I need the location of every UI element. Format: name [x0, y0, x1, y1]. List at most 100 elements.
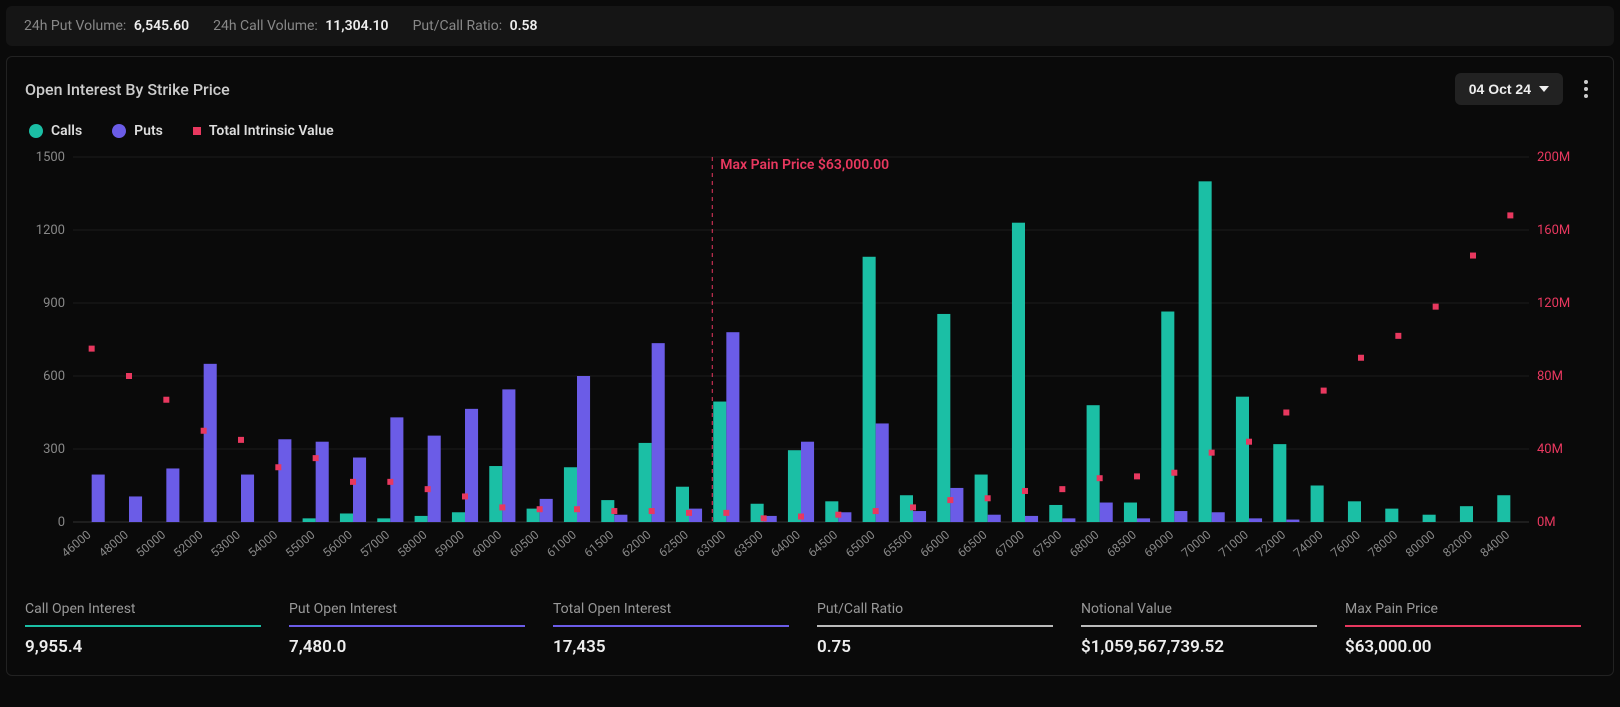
point-tiv[interactable]	[761, 515, 767, 521]
bar-puts[interactable]	[92, 475, 105, 522]
bar-puts[interactable]	[1062, 518, 1075, 522]
bar-puts[interactable]	[913, 511, 926, 522]
point-tiv[interactable]	[723, 510, 729, 516]
legend-puts[interactable]: Puts	[112, 123, 163, 139]
bar-calls[interactable]	[1087, 405, 1100, 522]
bar-calls[interactable]	[489, 466, 502, 522]
bar-calls[interactable]	[1161, 312, 1174, 522]
bar-calls[interactable]	[713, 402, 726, 522]
bar-calls[interactable]	[1460, 506, 1473, 522]
bar-calls[interactable]	[1199, 181, 1212, 522]
bar-puts[interactable]	[726, 332, 739, 522]
bar-puts[interactable]	[241, 475, 254, 522]
point-tiv[interactable]	[1134, 473, 1140, 479]
bar-puts[interactable]	[428, 436, 441, 522]
bar-puts[interactable]	[316, 442, 329, 522]
bar-calls[interactable]	[452, 512, 465, 522]
bar-calls[interactable]	[303, 518, 316, 522]
bar-calls[interactable]	[377, 518, 390, 522]
bar-puts[interactable]	[876, 423, 889, 522]
point-tiv[interactable]	[1283, 410, 1289, 416]
point-tiv[interactable]	[835, 512, 841, 518]
bar-puts[interactable]	[1249, 518, 1262, 522]
bar-puts[interactable]	[465, 409, 478, 522]
point-tiv[interactable]	[1470, 253, 1476, 259]
bar-puts[interactable]	[1137, 518, 1150, 522]
bar-puts[interactable]	[1212, 512, 1225, 522]
bar-calls[interactable]	[937, 314, 950, 522]
point-tiv[interactable]	[1395, 333, 1401, 339]
bar-puts[interactable]	[577, 376, 590, 522]
bar-puts[interactable]	[1286, 520, 1299, 522]
bar-calls[interactable]	[1348, 501, 1361, 522]
legend-calls[interactable]: Calls	[29, 123, 82, 139]
bar-puts[interactable]	[204, 364, 217, 522]
bar-puts[interactable]	[614, 515, 627, 522]
bar-calls[interactable]	[863, 257, 876, 522]
bar-calls[interactable]	[1385, 509, 1398, 522]
point-tiv[interactable]	[238, 437, 244, 443]
bar-puts[interactable]	[988, 515, 1001, 522]
point-tiv[interactable]	[574, 506, 580, 512]
bar-calls[interactable]	[825, 501, 838, 522]
bar-calls[interactable]	[415, 516, 428, 522]
point-tiv[interactable]	[163, 397, 169, 403]
kebab-menu-icon[interactable]	[1577, 77, 1595, 101]
point-tiv[interactable]	[1507, 212, 1513, 218]
date-selector-button[interactable]: 04 Oct 24	[1455, 73, 1563, 105]
bar-puts[interactable]	[1100, 503, 1113, 522]
bar-puts[interactable]	[129, 496, 142, 522]
point-tiv[interactable]	[649, 508, 655, 514]
bar-calls[interactable]	[1423, 515, 1436, 522]
point-tiv[interactable]	[462, 493, 468, 499]
bar-puts[interactable]	[353, 458, 366, 522]
bar-calls[interactable]	[788, 450, 801, 522]
point-tiv[interactable]	[537, 506, 543, 512]
bar-puts[interactable]	[1025, 516, 1038, 522]
point-tiv[interactable]	[89, 346, 95, 352]
bar-calls[interactable]	[1049, 505, 1062, 522]
legend-tiv[interactable]: Total Intrinsic Value	[193, 123, 334, 139]
bar-puts[interactable]	[278, 439, 291, 522]
point-tiv[interactable]	[1059, 486, 1065, 492]
point-tiv[interactable]	[1433, 304, 1439, 310]
point-tiv[interactable]	[201, 428, 207, 434]
point-tiv[interactable]	[910, 504, 916, 510]
point-tiv[interactable]	[1022, 488, 1028, 494]
bar-calls[interactable]	[1497, 495, 1510, 522]
point-tiv[interactable]	[985, 495, 991, 501]
bar-puts[interactable]	[502, 389, 515, 522]
point-tiv[interactable]	[313, 455, 319, 461]
bar-calls[interactable]	[1124, 503, 1137, 522]
bar-calls[interactable]	[564, 467, 577, 522]
bar-puts[interactable]	[950, 488, 963, 522]
point-tiv[interactable]	[1171, 470, 1177, 476]
point-tiv[interactable]	[1321, 388, 1327, 394]
point-tiv[interactable]	[686, 510, 692, 516]
bar-puts[interactable]	[652, 343, 665, 522]
bar-puts[interactable]	[1174, 511, 1187, 522]
bar-calls[interactable]	[340, 513, 353, 522]
point-tiv[interactable]	[350, 479, 356, 485]
bar-calls[interactable]	[1236, 397, 1249, 522]
point-tiv[interactable]	[873, 508, 879, 514]
point-tiv[interactable]	[1097, 475, 1103, 481]
point-tiv[interactable]	[947, 497, 953, 503]
point-tiv[interactable]	[1209, 450, 1215, 456]
bar-calls[interactable]	[1311, 486, 1324, 523]
point-tiv[interactable]	[499, 504, 505, 510]
bar-calls[interactable]	[676, 487, 689, 522]
point-tiv[interactable]	[798, 514, 804, 520]
bar-puts[interactable]	[390, 417, 403, 522]
point-tiv[interactable]	[1246, 439, 1252, 445]
point-tiv[interactable]	[126, 373, 132, 379]
bar-puts[interactable]	[801, 442, 814, 522]
bar-puts[interactable]	[166, 468, 179, 522]
point-tiv[interactable]	[1358, 355, 1364, 361]
point-tiv[interactable]	[611, 508, 617, 514]
bar-calls[interactable]	[1012, 223, 1025, 522]
point-tiv[interactable]	[387, 479, 393, 485]
bar-calls[interactable]	[1273, 444, 1286, 522]
point-tiv[interactable]	[425, 486, 431, 492]
point-tiv[interactable]	[275, 464, 281, 470]
